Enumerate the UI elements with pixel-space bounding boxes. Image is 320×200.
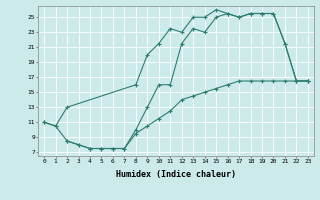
X-axis label: Humidex (Indice chaleur): Humidex (Indice chaleur) xyxy=(116,170,236,179)
